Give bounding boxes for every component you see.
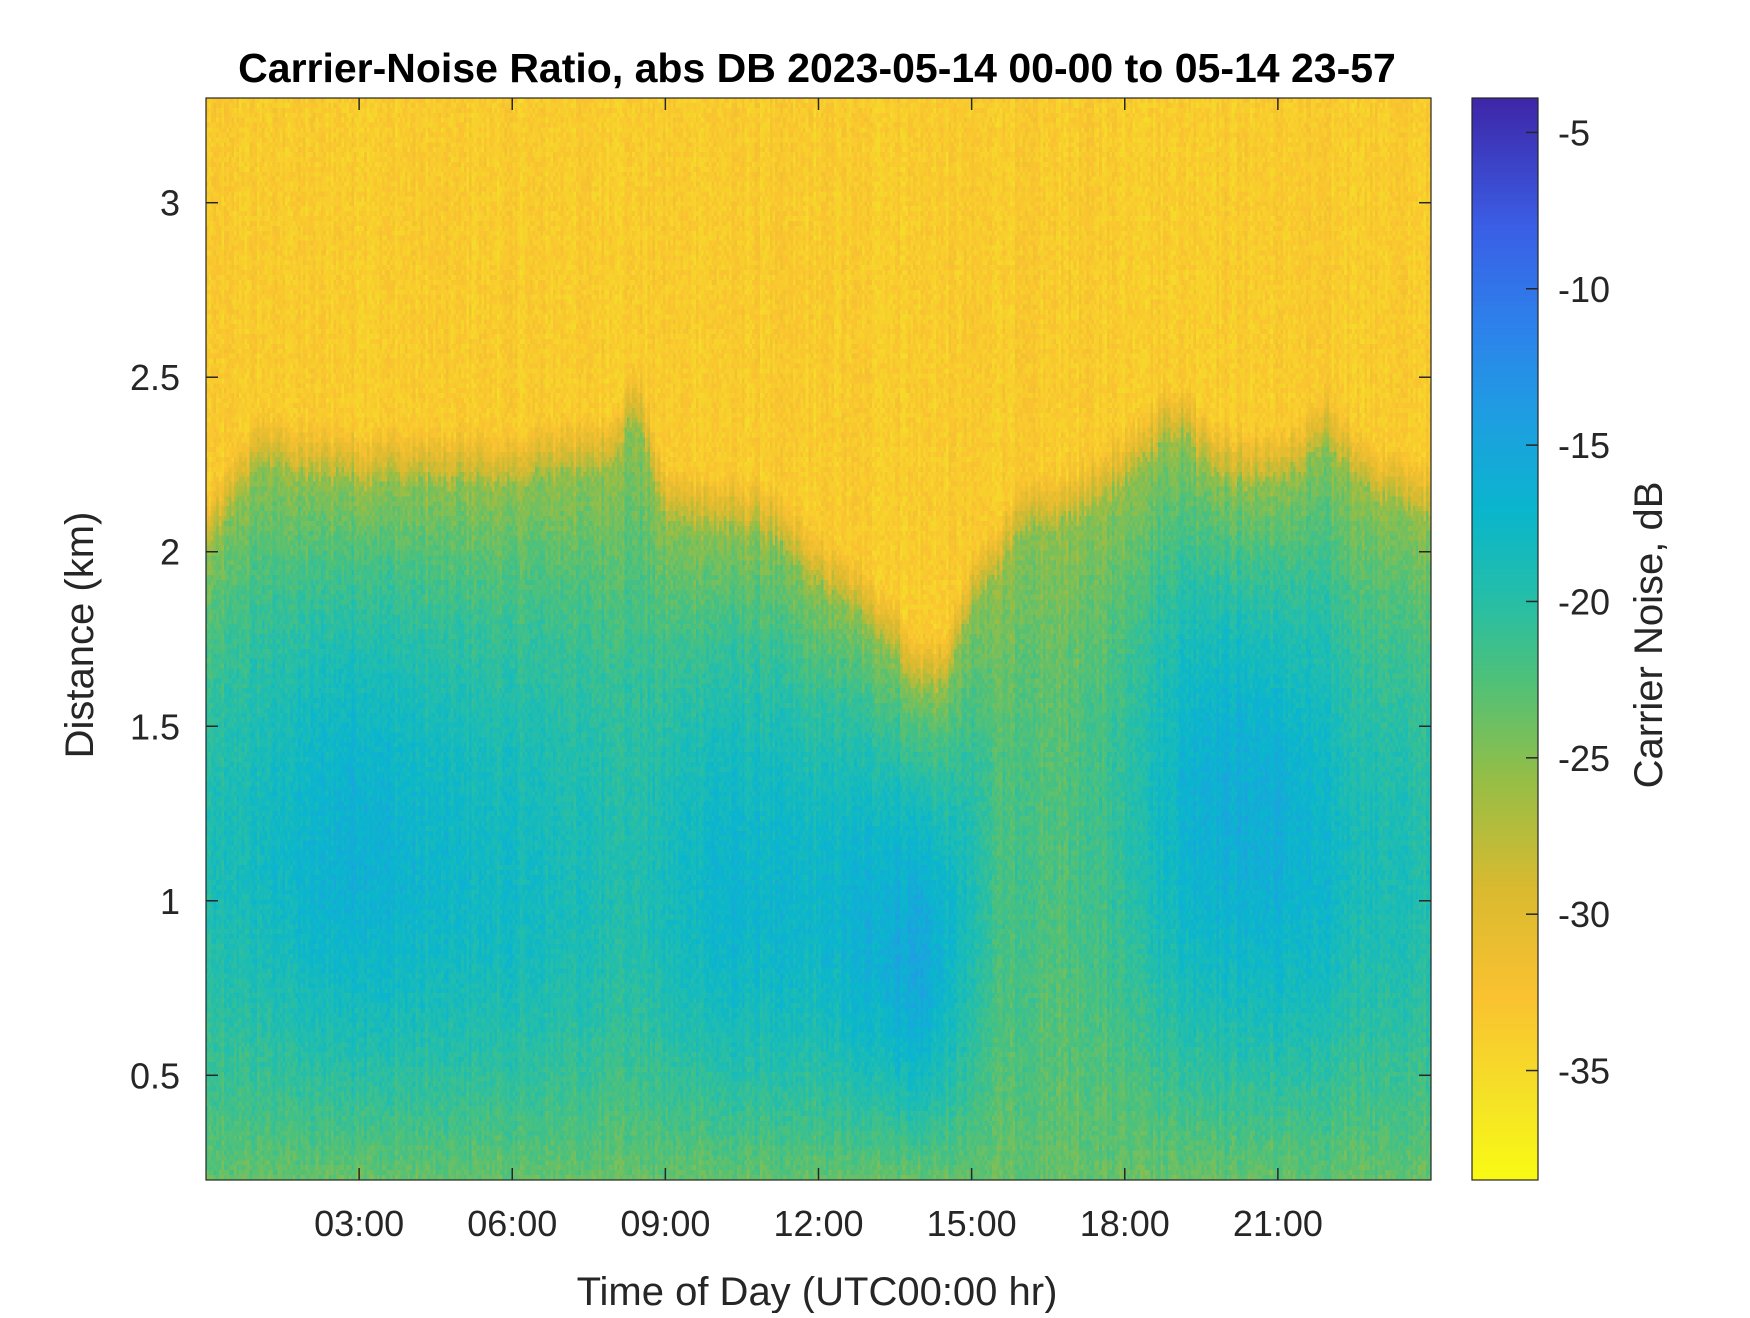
- y-tick-label: 1: [160, 881, 180, 922]
- x-tick-label: 18:00: [1080, 1203, 1170, 1244]
- axis-ticks: 03:00 06:00 09:00 12:00 15:00 18:00 21:00 0.5 1 1…: [130, 98, 1431, 1244]
- x-tick-label: 15:00: [927, 1203, 1017, 1244]
- x-axis-label: Time of Day (UTC00:00 hr): [577, 1270, 1058, 1313]
- x-tick-label: 03:00: [314, 1203, 404, 1244]
- colorbar-tick-label: -30: [1558, 894, 1610, 935]
- colorbar-tick-label: -10: [1558, 269, 1610, 310]
- y-tick-label: 2: [160, 532, 180, 573]
- x-tick-label: 12:00: [773, 1203, 863, 1244]
- colorbar-tick-label: -5: [1558, 112, 1590, 153]
- y-tick-label: 0.5: [130, 1055, 180, 1096]
- colorbar-tick-label: -25: [1558, 738, 1610, 779]
- y-tick-label: 1.5: [130, 706, 180, 747]
- colorbar-tick-label: -35: [1558, 1051, 1610, 1092]
- y-tick-label: 3: [160, 183, 180, 224]
- heatmap-canvas: [206, 98, 1431, 1180]
- colorbar-frame: [1471, 97, 1539, 1181]
- colorbar-label: Carrier Noise, dB: [1627, 482, 1671, 789]
- heatmap-plot-area: [206, 98, 1431, 1180]
- x-tick-label: 09:00: [620, 1203, 710, 1244]
- colorbar-tick-label: -20: [1558, 581, 1610, 622]
- colorbar: [1472, 98, 1538, 1180]
- x-tick-label: 21:00: [1233, 1203, 1323, 1244]
- y-tick-label: 2.5: [130, 357, 180, 398]
- x-tick-label: 06:00: [467, 1203, 557, 1244]
- colorbar-gradient: [1472, 98, 1538, 1180]
- colorbar-ticks: -5 -10 -15 -20 -25 -30 -35: [1526, 112, 1610, 1092]
- y-axis-label: Distance (km): [58, 512, 102, 759]
- colorbar-tick-label: -15: [1558, 425, 1610, 466]
- chart-title: Carrier-Noise Ratio, abs DB 2023-05-14 0…: [238, 45, 1396, 91]
